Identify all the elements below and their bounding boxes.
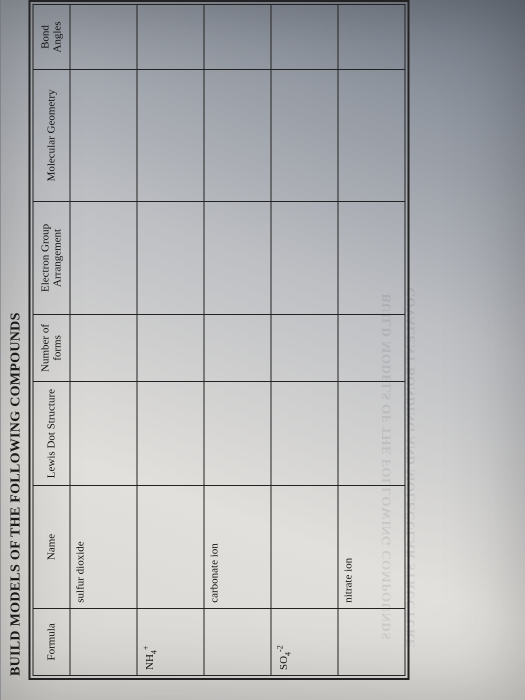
col-header-3: Number of forms [33,314,70,381]
bleedthrough-text-0: BUILD MODELS OF THE FOLLOWING COMPOUNDS [378,294,394,640]
cell-r2-c6 [204,5,271,70]
cell-r2-c5 [204,69,271,201]
col-header-6: Bond Angles [33,5,70,70]
col-header-4: Electron Group Arrangement [33,201,70,314]
cell-r3-c5 [271,69,338,201]
page-title: BUILD MODELS OF THE FOLLOWING COMPOUNDS [8,312,24,676]
col-header-5: Molecular Geometry [33,69,70,201]
cell-r2-c2 [204,382,271,486]
cell-r4-c6 [338,5,405,70]
compounds-table: FormulaNameLewis Dot StructureNumber of … [32,4,405,676]
cell-r2-c0 [204,608,271,675]
cell-r1-c3 [137,314,204,381]
cell-r0-c5 [70,69,137,201]
table-row: SO4-2 [271,5,338,676]
cell-r3-c3 [271,314,338,381]
cell-r0-c0 [70,608,137,675]
table-row: NH4+ [137,5,204,676]
cell-r0-c4 [70,201,137,314]
cell-r0-c3 [70,314,137,381]
table-header: FormulaNameLewis Dot StructureNumber of … [33,5,70,676]
cell-r1-c6 [137,5,204,70]
cell-r1-c0: NH4+ [137,608,204,675]
bleedthrough-text-1: COVALENT BONDING AND MOLECULAR STRUCTURE [402,288,418,648]
col-header-0: Formula [33,608,70,675]
table-row: carbonate ion [204,5,271,676]
cell-r2-c3 [204,314,271,381]
cell-r3-c6 [271,5,338,70]
table-row: sulfur dioxide [70,5,137,676]
cell-r4-c5 [338,69,405,201]
cell-r3-c0: SO4-2 [271,608,338,675]
col-header-1: Name [33,486,70,609]
rotated-container: BUILD MODELS OF THE FOLLOWING COMPOUNDS … [0,0,525,700]
cell-r1-c5 [137,69,204,201]
cell-r1-c4 [137,201,204,314]
cell-r1-c2 [137,382,204,486]
col-header-2: Lewis Dot Structure [33,382,70,486]
cell-r0-c1: sulfur dioxide [70,486,137,609]
cell-r3-c1 [271,486,338,609]
cell-r1-c1 [137,486,204,609]
cell-r3-c2 [271,382,338,486]
table-body: sulfur dioxideNH4+carbonate ionSO4-2nitr… [70,5,405,676]
table-wrapper: FormulaNameLewis Dot StructureNumber of … [28,0,409,680]
cell-r2-c1: carbonate ion [204,486,271,609]
worksheet-paper: BUILD MODELS OF THE FOLLOWING COMPOUNDS … [0,0,525,700]
cell-r3-c4 [271,201,338,314]
header-row: FormulaNameLewis Dot StructureNumber of … [33,5,70,676]
cell-r0-c2 [70,382,137,486]
cell-r0-c6 [70,5,137,70]
cell-r2-c4 [204,201,271,314]
